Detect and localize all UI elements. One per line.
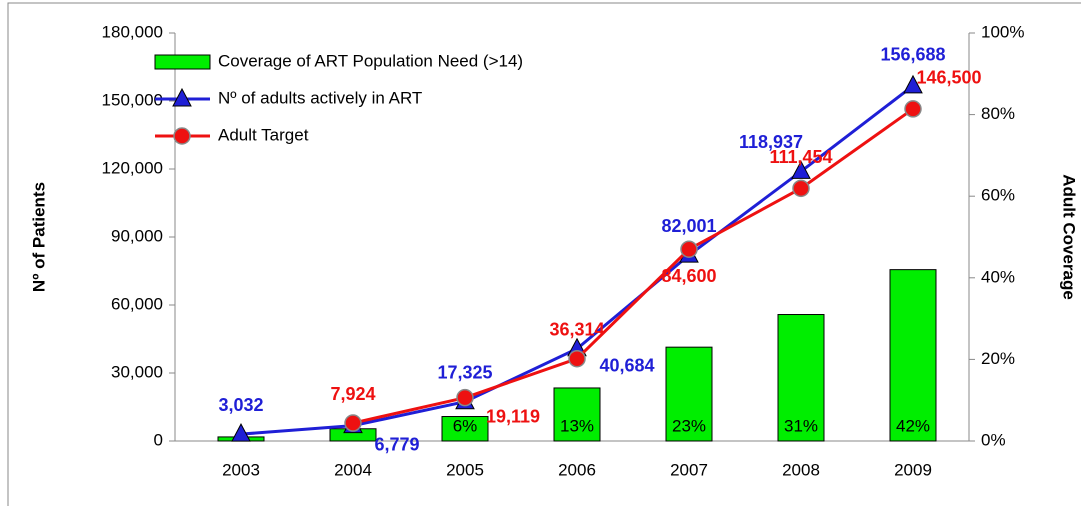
y-axis-label: Nº of Patients [29,182,48,292]
point-label: 82,001 [661,216,716,236]
point-label: 6,779 [374,434,419,454]
y2-tick-label: 100% [981,22,1024,41]
y2-tick-label: 80% [981,104,1015,123]
point-label: 17,325 [437,362,492,382]
x-tick-label: 2006 [558,460,596,479]
point-label: 19,119 [486,406,540,426]
legend-swatch [154,54,211,70]
y-tick-label: 60,000 [111,294,163,313]
bar [889,269,937,442]
y-tick-label: 90,000 [111,226,163,245]
line [352,107,914,425]
x-tick-label: 2008 [782,460,820,479]
y-tick-label: 180,000 [102,22,163,41]
legend-label: Adult Target [218,125,309,144]
triangle-marker [903,74,923,94]
bar [777,314,825,442]
point-label: 146,500 [916,68,981,88]
bar-label: 42% [896,416,930,435]
bar [665,346,713,442]
bar-label: 23% [672,416,706,435]
circle-marker [792,179,810,198]
bar-label: 6% [453,416,478,435]
y2-tick-label: 0% [981,430,1006,449]
legend-label: Coverage of ART Population Need (>14) [218,51,523,70]
circle-marker [904,100,922,118]
point-label: 156,688 [880,45,945,65]
bar [441,416,489,442]
legend-label: Nº of adults actively in ART [218,88,422,107]
point-label: 7,924 [330,384,375,404]
circle-marker [456,388,474,407]
point-label: 36,314 [549,319,604,339]
legend-marker [173,127,191,145]
y2-tick-label: 40% [981,267,1015,286]
triangle-marker [231,423,251,442]
circle-marker [568,349,586,368]
chart-frame [7,2,1081,511]
x-tick-label: 2005 [446,460,484,479]
point-label: 40,684 [599,356,654,376]
x-tick-label: 2009 [894,460,932,479]
bar-label: 31% [784,416,818,435]
y2-tick-label: 60% [981,186,1015,205]
y2-tick-label: 20% [981,349,1015,368]
bar-label: 13% [560,416,594,435]
bar [553,387,601,442]
y-tick-label: 30,000 [111,362,163,381]
circle-marker [680,240,698,258]
point-label: 111,454 [769,147,832,167]
circle-marker [344,414,362,432]
y-tick-label: 120,000 [102,158,163,177]
point-label: 118,937 [739,132,803,152]
triangle-marker [791,160,811,179]
y-tick-label: 150,000 [102,90,163,109]
y2-axis-label: Adult Coverage [1060,174,1079,300]
legend-marker [172,87,192,107]
x-tick-label: 2007 [670,460,708,479]
x-tick-label: 2004 [334,460,372,479]
y-tick-label: 0 [154,430,163,449]
point-label: 3,032 [218,395,263,415]
x-tick-label: 2003 [222,460,260,479]
point-label: 84,600 [661,266,716,286]
